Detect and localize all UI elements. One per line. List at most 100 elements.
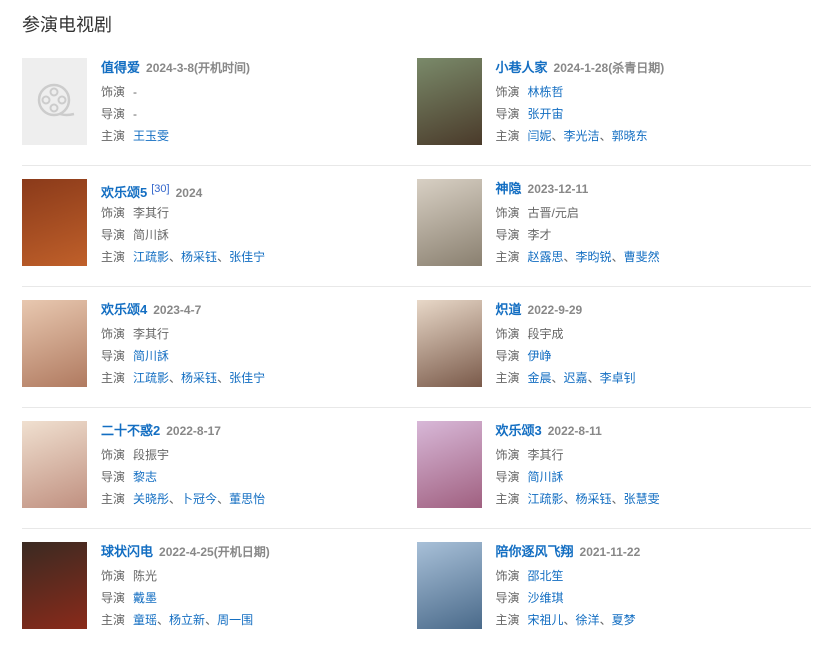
separator: 、 bbox=[169, 492, 182, 506]
item-info: 炽道 2022-9-29 饰演 段宇成 导演 伊峥 主演 金晨、迟嘉、李卓钊 bbox=[496, 300, 636, 407]
person-link[interactable]: 曹斐然 bbox=[623, 250, 660, 264]
person-link[interactable]: 宋祖儿 bbox=[527, 613, 564, 627]
person-link[interactable]: 徐洋 bbox=[575, 613, 600, 627]
person-link[interactable]: 周一围 bbox=[217, 613, 254, 627]
person-link[interactable]: 简川訸 bbox=[133, 349, 170, 363]
credit-row: 导演 简川訸 bbox=[496, 466, 660, 488]
list-item: 值得爱 2024-3-8(开机时间) 饰演 - 导演 - 主演 王玉雯 bbox=[22, 58, 417, 165]
item-info: 二十不惑2 2022-8-17 饰演 段振宇 导演 黎志 主演 关晓彤、卜冠今、董思怡 bbox=[101, 421, 265, 528]
person-link[interactable]: 王玉雯 bbox=[133, 129, 170, 143]
series-title-link[interactable]: 二十不惑2 bbox=[101, 423, 161, 438]
person-link[interactable]: 张佳宁 bbox=[229, 371, 266, 385]
credit-label: 饰演 bbox=[101, 85, 126, 99]
series-title-link[interactable]: 值得爱 bbox=[101, 60, 141, 75]
list-item: 炽道 2022-9-29 饰演 段宇成 导演 伊峥 主演 金晨、迟嘉、李卓钊 bbox=[416, 300, 812, 407]
release-date: 2024-1-28(杀青日期) bbox=[553, 61, 665, 75]
series-title-link[interactable]: 炽道 bbox=[495, 302, 522, 317]
person-link[interactable]: 李卓钊 bbox=[599, 371, 636, 385]
series-title-link[interactable]: 欢乐颂5 bbox=[101, 185, 148, 200]
person-link[interactable]: 李光洁 bbox=[563, 129, 600, 143]
person-link[interactable]: 闫妮 bbox=[527, 129, 552, 143]
person-link[interactable]: 夏梦 bbox=[611, 613, 636, 627]
release-date: 2022-8-11 bbox=[547, 424, 602, 438]
poster-image[interactable] bbox=[22, 58, 87, 145]
credit-row: 主演 江疏影、杨采钰、张慧雯 bbox=[496, 488, 660, 510]
title-line: 神隐 2023-12-11 bbox=[496, 179, 660, 199]
person-link[interactable]: 李昀锐 bbox=[575, 250, 612, 264]
credit-label: 导演 bbox=[101, 228, 126, 242]
person-link[interactable]: 邵北笙 bbox=[527, 569, 564, 583]
poster-image[interactable] bbox=[416, 179, 482, 266]
credit-row: 主演 童瑶、杨立新、周一围 bbox=[101, 609, 270, 631]
person-link[interactable]: 戴墨 bbox=[133, 591, 158, 605]
person-link[interactable]: 金晨 bbox=[527, 371, 552, 385]
credit-row: 主演 江疏影、杨采钰、张佳宁 bbox=[101, 246, 265, 268]
separator: 、 bbox=[551, 371, 564, 385]
separator: 、 bbox=[169, 250, 182, 264]
title-line: 欢乐颂4 2023-4-7 bbox=[101, 300, 265, 320]
poster-image[interactable] bbox=[22, 542, 87, 629]
credit-row: 主演 江疏影、杨采钰、张佳宁 bbox=[101, 367, 265, 389]
separator: 、 bbox=[157, 613, 170, 627]
person-link[interactable]: 关晓彤 bbox=[133, 492, 170, 506]
person-link[interactable]: 张佳宁 bbox=[229, 250, 266, 264]
credit-row: 导演 李才 bbox=[496, 224, 660, 246]
person-link[interactable]: 迟嘉 bbox=[563, 371, 588, 385]
person-link[interactable]: 童瑶 bbox=[133, 613, 158, 627]
citation-link[interactable]: [30] bbox=[151, 183, 170, 195]
person-link[interactable]: 简川訸 bbox=[527, 470, 564, 484]
list-item: 欢乐颂5 [30] 2024 饰演 李其行 导演 简川訸 主演 江疏影、杨采钰、张佳宁 bbox=[22, 179, 417, 286]
credit-label: 导演 bbox=[495, 228, 520, 242]
credit-value: 简川訸 bbox=[133, 228, 170, 242]
person-link[interactable]: 杨采钰 bbox=[181, 250, 218, 264]
item-info: 神隐 2023-12-11 饰演 古晋/元启 导演 李才 主演 赵露思、李昀锐、曹斐然 bbox=[496, 179, 660, 286]
poster-image[interactable] bbox=[22, 179, 87, 266]
credit-label: 饰演 bbox=[101, 206, 126, 220]
person-link[interactable]: 黎志 bbox=[133, 470, 158, 484]
poster-image[interactable] bbox=[22, 421, 87, 508]
series-title-link[interactable]: 陪你逐风飞翔 bbox=[495, 544, 574, 559]
credit-label: 饰演 bbox=[495, 448, 520, 462]
person-link[interactable]: 赵露思 bbox=[527, 250, 564, 264]
credit-label: 主演 bbox=[495, 129, 520, 143]
person-link[interactable]: 沙维琪 bbox=[527, 591, 564, 605]
series-title-link[interactable]: 小巷人家 bbox=[495, 60, 548, 75]
item-info: 陪你逐风飞翔 2021-11-22 饰演 邵北笙 导演 沙维琪 主演 宋祖儿、徐洋、夏梦 bbox=[496, 542, 641, 649]
credit-value: 李其行 bbox=[133, 206, 170, 220]
credit-value: 段宇成 bbox=[527, 327, 564, 341]
series-title-link[interactable]: 球状闪电 bbox=[101, 544, 154, 559]
person-link[interactable]: 董思怡 bbox=[229, 492, 266, 506]
series-title-link[interactable]: 欢乐颂4 bbox=[101, 302, 148, 317]
poster-image[interactable] bbox=[416, 58, 482, 145]
credit-label: 导演 bbox=[101, 470, 126, 484]
separator: 、 bbox=[169, 371, 182, 385]
credit-row: 饰演 段振宇 bbox=[101, 444, 265, 466]
poster-image[interactable] bbox=[416, 421, 482, 508]
person-link[interactable]: 杨采钰 bbox=[181, 371, 218, 385]
person-link[interactable]: 张开宙 bbox=[527, 107, 564, 121]
series-title-link[interactable]: 神隐 bbox=[495, 181, 522, 196]
person-link[interactable]: 江疏影 bbox=[527, 492, 564, 506]
item-info: 值得爱 2024-3-8(开机时间) 饰演 - 导演 - 主演 王玉雯 bbox=[101, 58, 250, 165]
credit-label: 导演 bbox=[495, 349, 520, 363]
poster-image[interactable] bbox=[416, 542, 482, 629]
person-link[interactable]: 伊峥 bbox=[527, 349, 552, 363]
person-link[interactable]: 江疏影 bbox=[133, 371, 170, 385]
person-link[interactable]: 杨立新 bbox=[169, 613, 206, 627]
credit-label: 饰演 bbox=[495, 569, 520, 583]
list-row: 值得爱 2024-3-8(开机时间) 饰演 - 导演 - 主演 王玉雯 小巷人家 2024-1-2… bbox=[22, 58, 811, 166]
poster-image[interactable] bbox=[416, 300, 482, 387]
person-link[interactable]: 杨采钰 bbox=[575, 492, 612, 506]
list-item: 小巷人家 2024-1-28(杀青日期) 饰演 林栋哲 导演 张开宙 主演 闫妮、李光洁、郭晓… bbox=[416, 58, 812, 165]
series-title-link[interactable]: 欢乐颂3 bbox=[495, 423, 542, 438]
release-date: 2021-11-22 bbox=[579, 545, 641, 559]
poster-image[interactable] bbox=[22, 300, 87, 387]
person-link[interactable]: 张慧雯 bbox=[623, 492, 660, 506]
title-line: 球状闪电 2022-4-25(开机日期) bbox=[101, 542, 270, 562]
person-link[interactable]: 郭晓东 bbox=[611, 129, 648, 143]
person-link[interactable]: 卜冠今 bbox=[181, 492, 218, 506]
title-line: 二十不惑2 2022-8-17 bbox=[101, 421, 265, 441]
person-link[interactable]: 江疏影 bbox=[133, 250, 170, 264]
person-link[interactable]: 林栋哲 bbox=[527, 85, 564, 99]
credit-row: 主演 闫妮、李光洁、郭晓东 bbox=[496, 125, 665, 147]
